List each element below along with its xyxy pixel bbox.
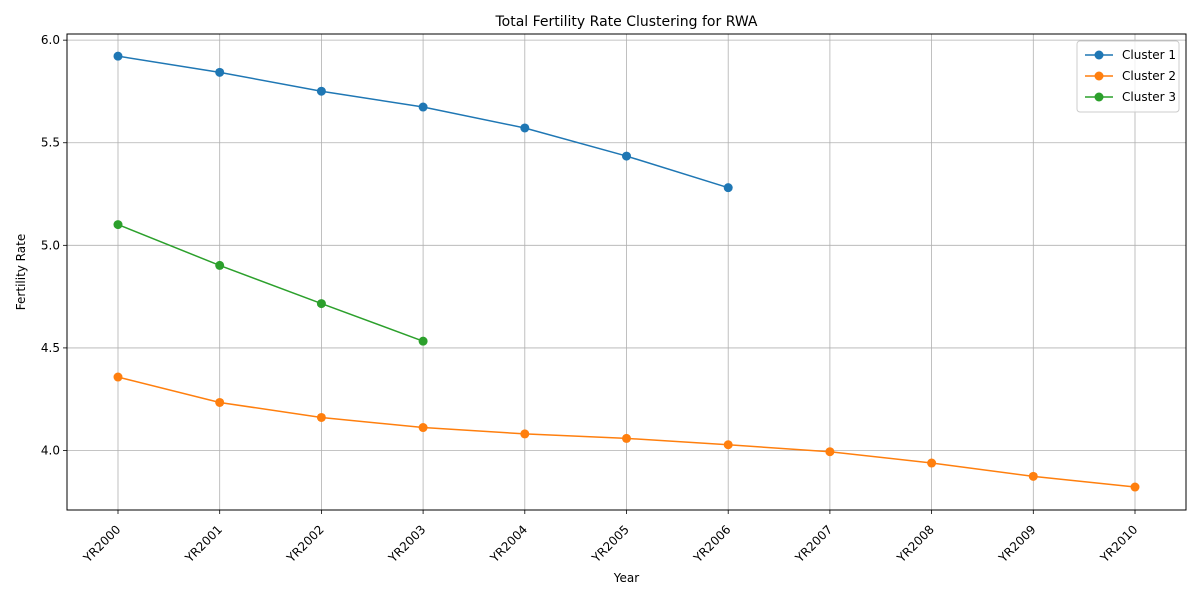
data-point	[215, 67, 225, 77]
y-axis-title: Fertility Rate	[14, 234, 28, 310]
data-point	[316, 299, 326, 309]
data-point	[215, 397, 225, 407]
series	[113, 51, 1140, 492]
legend-label: Cluster 2	[1122, 69, 1176, 83]
data-point	[316, 412, 326, 422]
legend: Cluster 1 Cluster 2 Cluster 3	[1076, 40, 1180, 113]
data-point	[723, 440, 733, 450]
data-point	[215, 260, 225, 270]
legend-label: Cluster 1	[1122, 48, 1176, 62]
y-tick-label: 5.5	[41, 136, 60, 150]
x-axis-title: Year	[613, 571, 639, 585]
data-point	[622, 151, 631, 161]
data-point	[1028, 471, 1038, 481]
y-axis-ticks: 4.0 4.5 5.0 5.5 6.0	[41, 33, 67, 458]
data-point	[418, 102, 428, 112]
data-point	[723, 183, 733, 193]
grid	[67, 34, 1186, 510]
series-line	[117, 223, 424, 342]
legend-label: Cluster 3	[1122, 90, 1176, 104]
y-tick-label: 5.0	[41, 238, 60, 252]
series-2	[113, 372, 1140, 492]
data-point	[316, 86, 326, 96]
data-point	[1130, 482, 1140, 492]
data-point	[520, 429, 530, 439]
data-point	[113, 220, 123, 230]
data-point	[418, 423, 428, 433]
series-3	[113, 220, 428, 346]
data-point	[825, 447, 835, 457]
y-tick-label: 4.0	[41, 444, 60, 458]
data-point	[113, 51, 123, 61]
series-1	[113, 51, 733, 193]
data-point	[113, 372, 123, 382]
legend-marker	[1094, 50, 1104, 60]
data-point	[622, 433, 631, 443]
data-point	[927, 458, 937, 468]
data-point	[520, 123, 530, 133]
y-tick-label: 4.5	[41, 341, 60, 355]
chart-title: Total Fertility Rate Clustering for RWA	[494, 14, 757, 30]
legend-marker	[1094, 92, 1104, 102]
y-tick-label: 6.0	[41, 33, 60, 47]
data-point	[418, 336, 428, 346]
legend-marker	[1094, 71, 1104, 81]
